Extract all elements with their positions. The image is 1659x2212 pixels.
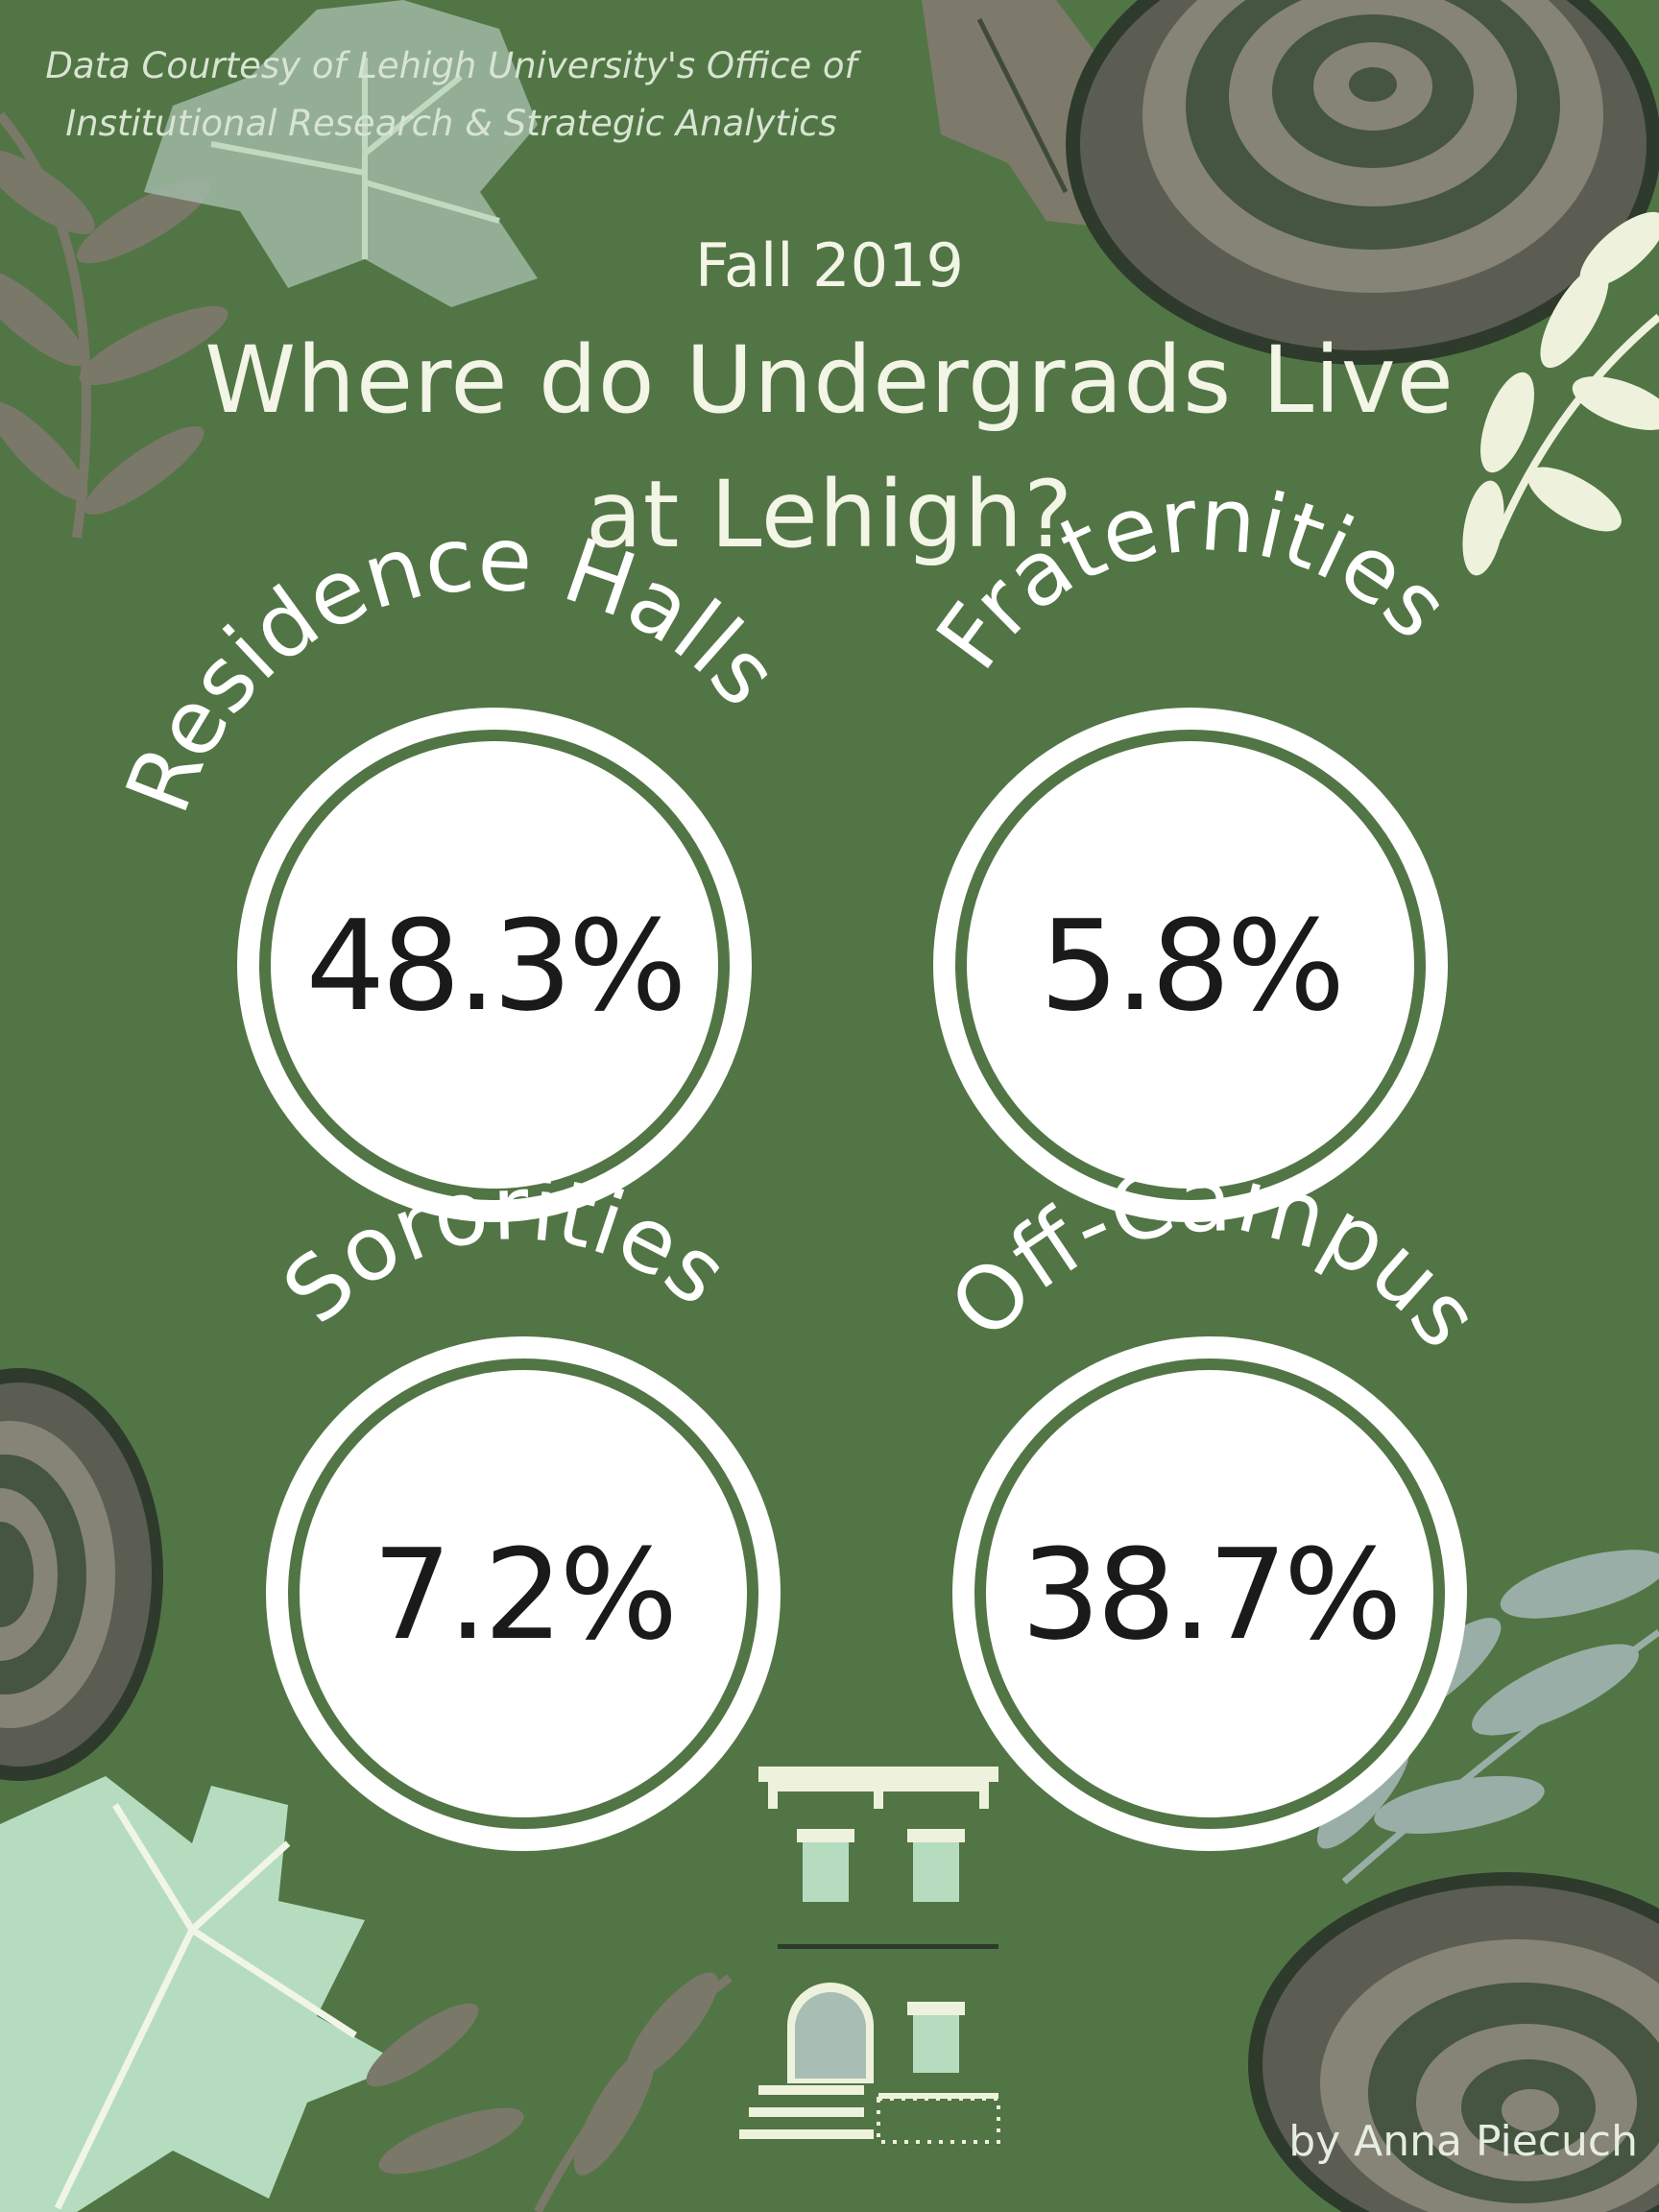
off-campus-label: Off-Campus [930, 1148, 1500, 1366]
residence-halls-percent: 48.3% [305, 893, 687, 1039]
off-campus-percent: 38.7% [1021, 1522, 1403, 1668]
fern-leaf-icon [366, 1972, 733, 2212]
off-campus-circle [952, 1336, 1467, 1851]
sororities-label: Sororities [264, 1157, 746, 1343]
data-credit-line-2: Institutional Research & Strategic Analy… [65, 103, 837, 144]
maple-leaf-icon [144, 0, 538, 307]
page-title-line-1: Where do Undergrads Live [204, 326, 1455, 434]
tree-rings-icon [0, 1368, 163, 1781]
maple-leaf-icon [0, 1776, 403, 2212]
fern-leaf-icon [1462, 211, 1659, 576]
fraternities-percent: 5.8% [1039, 893, 1345, 1039]
residence-halls-circle [237, 708, 752, 1222]
sororities-percent: 7.2% [372, 1522, 678, 1668]
data-credit-line-1: Data Courtesy of Lehigh University's Off… [45, 45, 857, 86]
author-byline: by Anna Piecuch [1288, 2117, 1638, 2166]
tree-rings-icon [1248, 1872, 1659, 2212]
tree-rings-icon [1066, 0, 1659, 365]
page-title-line-2: at Lehigh? [585, 461, 1074, 568]
fraternities-circle [933, 708, 1448, 1222]
sororities-circle [266, 1336, 781, 1851]
fern-leaf-icon [0, 111, 228, 539]
season-label: Fall 2019 [695, 230, 964, 301]
rowhouse-icon [739, 1767, 1000, 2144]
